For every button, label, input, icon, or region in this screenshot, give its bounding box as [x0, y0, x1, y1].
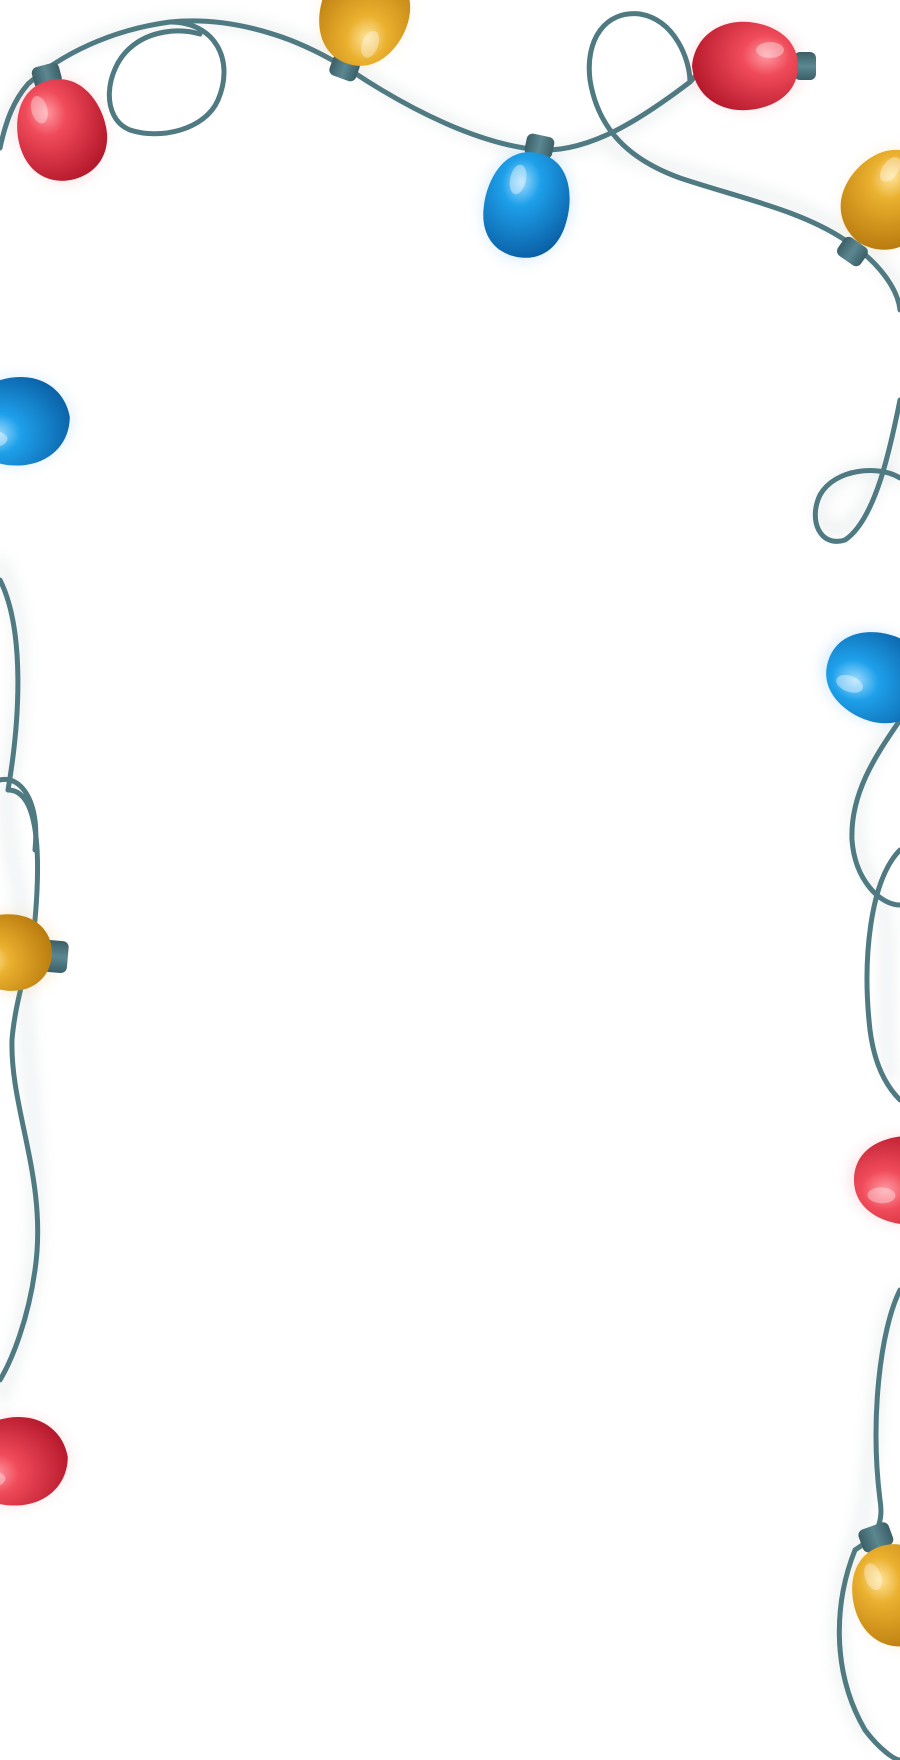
- wire-shadow: [0, 18, 900, 1743]
- bulb-yellow-right-bottom: [852, 1522, 900, 1647]
- bulb-blue-top-middle: [483, 133, 570, 259]
- bulb-yellow-top-center: [319, 0, 411, 82]
- bulb-blue-right-mid: [823, 632, 900, 724]
- bulb-red-right-lower: [851, 1136, 900, 1225]
- bulb-red-top-left: [17, 62, 108, 182]
- light-wire: [0, 11, 900, 1760]
- bulbs: [0, 0, 900, 1647]
- bulb-yellow-left-mid: [0, 914, 69, 991]
- bulb-blue-left-edge: [0, 376, 70, 466]
- bulb-yellow-right-edge: [837, 149, 900, 267]
- bulb-red-left-lower: [0, 1416, 68, 1506]
- bulb-red-top-right: [692, 21, 816, 111]
